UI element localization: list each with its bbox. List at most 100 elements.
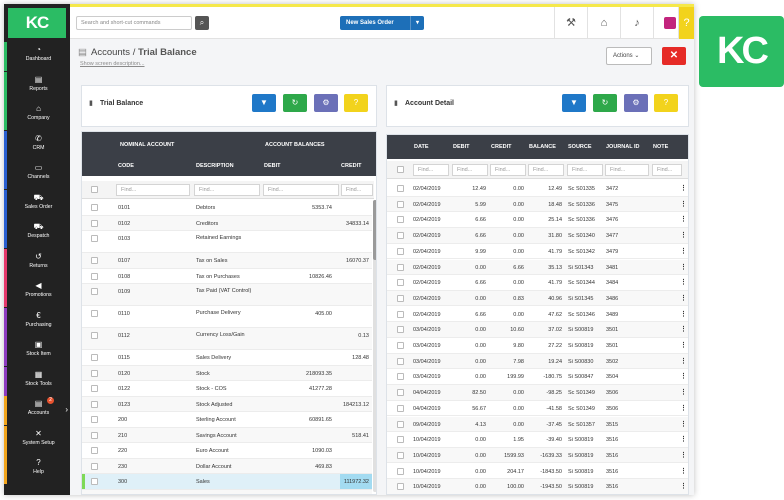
help-button[interactable]: ? bbox=[654, 94, 678, 112]
table-row[interactable]: 03/04/2019 0.00 10.60 37.02 Si S00819 3501 ⋮ bbox=[387, 322, 688, 338]
table-row[interactable]: 02/04/2019 6.66 0.00 47.62 Sc S01346 3489 ⋮ bbox=[387, 307, 688, 323]
row-checkbox[interactable] bbox=[397, 232, 404, 240]
row-checkbox[interactable] bbox=[91, 478, 98, 485]
row-menu-icon[interactable]: ⋮ bbox=[680, 185, 687, 192]
table-row[interactable]: 300 Sales 111972.32 bbox=[82, 474, 372, 490]
row-checkbox[interactable] bbox=[397, 357, 404, 365]
row-checkbox[interactable] bbox=[91, 431, 98, 439]
table-row[interactable]: 10/04/2019 0.00 100.00 -1943.50 Si S00819 351… bbox=[387, 479, 688, 494]
note-filter-input[interactable]: Find... bbox=[652, 164, 682, 176]
row-checkbox[interactable] bbox=[397, 247, 404, 255]
row-menu-icon[interactable]: ⋮ bbox=[680, 200, 687, 208]
table-row[interactable]: 200 Sterling Account 60891.65 bbox=[82, 412, 372, 428]
row-checkbox[interactable] bbox=[397, 310, 404, 318]
sidebar-item-accounts[interactable]: ▤ Accounts 2 › bbox=[4, 396, 70, 425]
row-menu-icon[interactable]: ⋮ bbox=[680, 342, 687, 349]
sidebar-item-channels[interactable]: ▭ Channels bbox=[4, 160, 70, 189]
row-menu-icon[interactable]: ⋮ bbox=[680, 247, 687, 255]
bank-icon[interactable]: ⌂ bbox=[587, 7, 620, 39]
actions-dropdown[interactable]: Actions ⌄ bbox=[606, 47, 652, 65]
row-checkbox[interactable] bbox=[397, 436, 404, 444]
debit-filter-input[interactable]: Find... bbox=[263, 184, 339, 196]
sidebar-item-crm[interactable]: ✆ CRM bbox=[4, 130, 70, 160]
row-menu-icon[interactable]: ⋮ bbox=[680, 420, 687, 428]
row-checkbox[interactable] bbox=[397, 279, 404, 287]
credit-filter-input[interactable]: Find... bbox=[341, 184, 373, 196]
table-row[interactable]: 0120 Stock 218093.35 bbox=[82, 365, 372, 381]
source-filter-input[interactable]: Find... bbox=[567, 164, 603, 176]
chevron-right-icon[interactable]: › bbox=[65, 405, 68, 414]
row-menu-icon[interactable]: ⋮ bbox=[680, 451, 687, 459]
balance-filter-input[interactable]: Find... bbox=[528, 164, 564, 176]
row-checkbox[interactable] bbox=[91, 493, 98, 494]
table-row[interactable]: 210 Savings Account 518.41 bbox=[82, 427, 372, 443]
date-column-header[interactable]: DATE bbox=[414, 144, 429, 150]
row-menu-icon[interactable]: ⋮ bbox=[680, 310, 687, 318]
kc-logo[interactable]: KC bbox=[8, 8, 66, 38]
table-row[interactable]: 0112 Currency Loss/Gain 0.13 bbox=[82, 328, 372, 350]
row-checkbox[interactable] bbox=[91, 204, 98, 211]
table-row[interactable]: 03/04/2019 0.00 9.80 27.22 Si S00819 3501 ⋮ bbox=[387, 338, 688, 354]
refresh-button[interactable]: ↻ bbox=[283, 94, 307, 112]
date-filter-input[interactable]: Find... bbox=[413, 164, 449, 176]
row-menu-icon[interactable]: ⋮ bbox=[680, 279, 687, 287]
row-menu-icon[interactable]: ⋮ bbox=[680, 373, 687, 381]
table-row[interactable]: 10/04/2019 0.00 204.17 -1843.50 Si S00819 351… bbox=[387, 464, 688, 480]
row-menu-icon[interactable]: ⋮ bbox=[680, 326, 687, 334]
hammer-icon[interactable]: ⚒ bbox=[554, 7, 587, 39]
row-checkbox[interactable] bbox=[91, 235, 98, 242]
sidebar-item-despatch[interactable]: ⛟ Despatch bbox=[4, 219, 70, 248]
row-checkbox[interactable] bbox=[91, 272, 98, 280]
table-row[interactable]: 02/04/2019 0.00 6.66 35.13 Si S01343 3481 ⋮ bbox=[387, 259, 688, 275]
table-row[interactable]: 0109 Tax Paid (VAT Control) bbox=[82, 284, 372, 306]
sidebar-item-promotions[interactable]: ◀ Promotions bbox=[4, 278, 70, 307]
row-checkbox[interactable] bbox=[91, 462, 98, 470]
balance-column-header[interactable]: BALANCE bbox=[529, 144, 556, 150]
table-row[interactable]: 02/04/2019 0.00 0.83 40.96 Si S01345 3486 ⋮ bbox=[387, 290, 688, 307]
row-checkbox[interactable] bbox=[397, 389, 404, 397]
table-row[interactable]: 02/04/2019 6.66 0.00 25.14 Sc S01336 3476 ⋮ bbox=[387, 212, 688, 228]
table-row[interactable]: 230 Dollar Account 469.83 bbox=[82, 458, 372, 474]
row-checkbox[interactable] bbox=[91, 369, 98, 377]
table-row[interactable]: 09/04/2019 4.13 0.00 -37.45 Sc S01357 3515 ⋮ bbox=[387, 416, 688, 432]
sidebar-item-help[interactable]: ? Help bbox=[4, 455, 70, 484]
table-row[interactable]: 0110 Purchase Delivery 405.00 bbox=[82, 306, 372, 328]
row-checkbox[interactable] bbox=[91, 288, 98, 295]
debit-filter-input[interactable]: Find... bbox=[452, 164, 488, 176]
row-checkbox[interactable] bbox=[397, 263, 404, 271]
select-all-checkbox[interactable] bbox=[91, 186, 98, 193]
sidebar-item-stock-tools[interactable]: ▦ Stock Tools bbox=[4, 366, 70, 396]
sidebar-item-system-setup[interactable]: ✕ System Setup bbox=[4, 425, 70, 455]
row-checkbox[interactable] bbox=[397, 342, 404, 349]
help-button[interactable]: ? bbox=[344, 94, 368, 112]
row-checkbox[interactable] bbox=[397, 326, 404, 334]
row-menu-icon[interactable]: ⋮ bbox=[680, 404, 687, 412]
row-menu-icon[interactable]: ⋮ bbox=[680, 389, 687, 397]
journal-filter-input[interactable]: Find... bbox=[605, 164, 649, 176]
row-menu-icon[interactable]: ⋮ bbox=[680, 436, 687, 444]
table-row[interactable]: 04/04/2019 56.67 0.00 -41.58 Sc S01349 3506 ⋮ bbox=[387, 401, 688, 417]
table-row[interactable]: 310 PayPal Bank Account 8.99 bbox=[82, 489, 372, 494]
row-checkbox[interactable] bbox=[397, 216, 404, 224]
new-sales-order-button[interactable]: New Sales Order ▾ bbox=[340, 16, 424, 30]
row-checkbox[interactable] bbox=[91, 385, 98, 392]
search-button[interactable]: ⌕ bbox=[195, 16, 209, 30]
sidebar-item-sales-order[interactable]: ⛟ Sales Order bbox=[4, 189, 70, 219]
credit-filter-input[interactable]: Find... bbox=[490, 164, 526, 176]
table-row[interactable]: 02/04/2019 6.66 0.00 41.79 Sc S01344 3484 ⋮ bbox=[387, 275, 688, 291]
row-checkbox[interactable] bbox=[397, 185, 404, 192]
table-row[interactable]: 0108 Tax on Purchases 10826.46 bbox=[82, 269, 372, 284]
settings-button[interactable]: ⚙ bbox=[314, 94, 338, 112]
row-menu-icon[interactable]: ⋮ bbox=[680, 263, 687, 271]
table-row[interactable]: 220 Euro Account 1090.03 bbox=[82, 443, 372, 459]
select-all-checkbox[interactable] bbox=[397, 166, 404, 173]
code-column-header[interactable]: CODE bbox=[118, 163, 134, 169]
row-checkbox[interactable] bbox=[91, 416, 98, 423]
credit-column-header[interactable]: CREDIT bbox=[341, 163, 362, 169]
table-row[interactable]: 0122 Stock - COS 41277.28 bbox=[82, 381, 372, 397]
row-checkbox[interactable] bbox=[91, 354, 98, 361]
row-checkbox[interactable] bbox=[91, 400, 98, 408]
sidebar-item-returns[interactable]: ↺ Returns bbox=[4, 248, 70, 278]
settings-button[interactable]: ⚙ bbox=[624, 94, 648, 112]
note-column-header[interactable]: NOTE bbox=[653, 144, 669, 150]
